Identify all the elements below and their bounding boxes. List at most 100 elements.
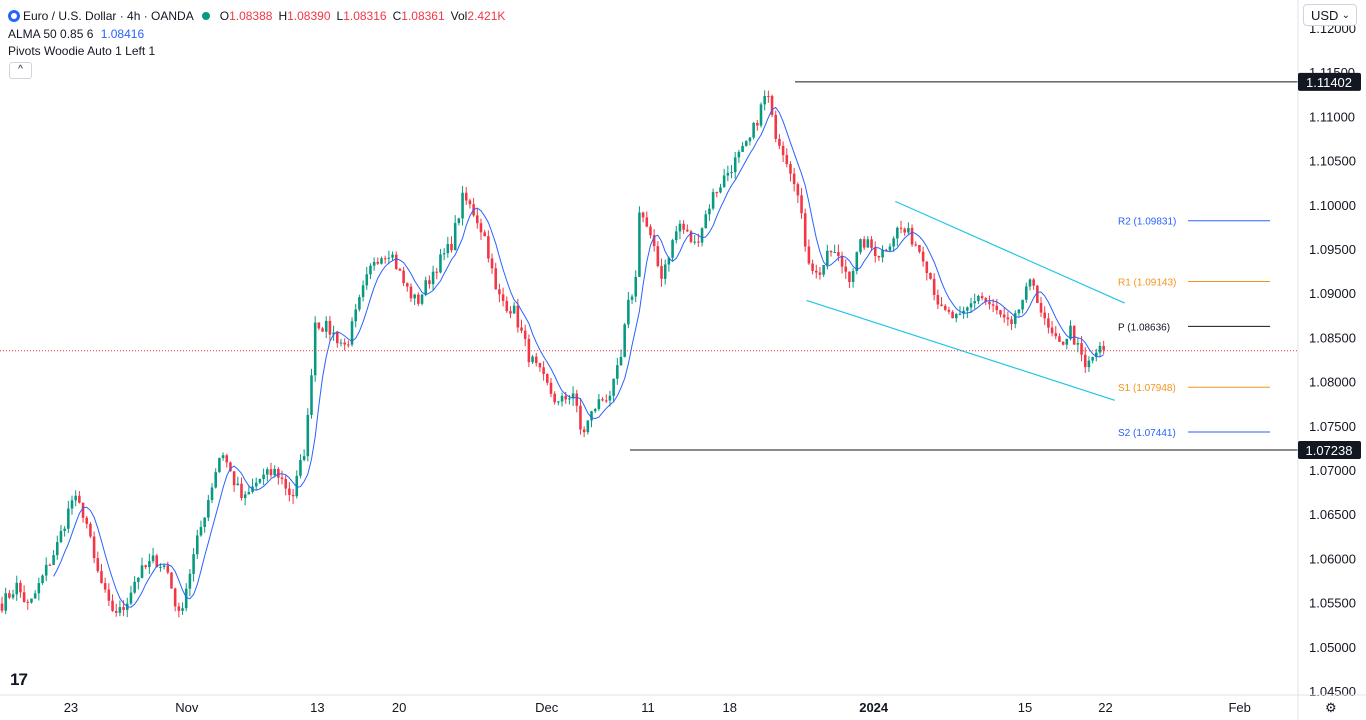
candle-body bbox=[693, 241, 696, 243]
candle-body bbox=[855, 252, 859, 272]
candle-body bbox=[645, 217, 649, 227]
candle-body bbox=[181, 608, 184, 611]
candle-body bbox=[940, 304, 943, 306]
candle-body bbox=[627, 299, 630, 325]
candle-body bbox=[306, 414, 310, 457]
time-tick-label: 11 bbox=[641, 700, 655, 715]
candle-body bbox=[947, 309, 951, 312]
candle-body bbox=[837, 252, 840, 256]
candle-body bbox=[313, 322, 317, 376]
candle-body bbox=[789, 164, 792, 174]
candle-body bbox=[980, 295, 984, 299]
candle-body bbox=[700, 228, 704, 243]
candle-body bbox=[81, 502, 85, 518]
candle-body bbox=[55, 542, 59, 556]
candle-body bbox=[781, 145, 785, 156]
candle-body bbox=[733, 157, 737, 173]
candle-body bbox=[479, 223, 483, 233]
candle-body bbox=[30, 598, 33, 603]
price-tick-label: 1.11000 bbox=[1309, 109, 1355, 124]
candle-body bbox=[1098, 345, 1102, 353]
candle-body bbox=[520, 327, 523, 331]
candle-body bbox=[951, 311, 954, 319]
candle-body bbox=[623, 324, 626, 357]
candle-body bbox=[310, 375, 313, 415]
candle-body bbox=[999, 310, 1002, 315]
candle-body bbox=[575, 393, 579, 406]
candle-body bbox=[332, 332, 335, 335]
alma-line bbox=[53, 106, 1104, 608]
candle-body bbox=[523, 330, 527, 339]
candle-body bbox=[387, 257, 391, 259]
candle-body bbox=[417, 294, 420, 304]
pivots-legend[interactable]: Pivots Woodie Auto 1 Left 1 bbox=[8, 43, 155, 59]
candle-body bbox=[111, 600, 114, 611]
candle-body bbox=[207, 500, 210, 518]
candle-body bbox=[428, 280, 431, 285]
candle-body bbox=[534, 356, 538, 364]
candle-body bbox=[943, 305, 947, 310]
candle-body bbox=[582, 429, 586, 433]
candle-body bbox=[1032, 279, 1035, 286]
market-open-icon bbox=[201, 12, 210, 20]
candle-body bbox=[89, 523, 92, 537]
candle-body bbox=[262, 474, 265, 479]
time-tick-label: Nov bbox=[175, 700, 199, 715]
candle-body bbox=[490, 258, 494, 269]
candle-body bbox=[509, 311, 512, 314]
candle-body bbox=[730, 172, 733, 174]
candle-body bbox=[464, 192, 468, 201]
currency-select[interactable]: USD ⌄ bbox=[1303, 4, 1357, 26]
candle-body bbox=[376, 261, 380, 264]
candle-body bbox=[678, 223, 682, 232]
candle-body bbox=[748, 137, 752, 142]
candle-body bbox=[770, 96, 774, 115]
time-tick-label: Dec bbox=[535, 700, 559, 715]
pivot-label-r2: R2 (1.09831) bbox=[1118, 217, 1176, 228]
candle-body bbox=[192, 554, 195, 574]
candle-body bbox=[85, 517, 89, 524]
candle-body bbox=[284, 479, 287, 489]
candle-body bbox=[420, 294, 424, 304]
candle-body bbox=[512, 305, 516, 314]
alma-legend[interactable]: ALMA 50 0.85 6 1.08416 bbox=[8, 26, 144, 42]
level-labels: 1.11402 1.07238 bbox=[1298, 72, 1361, 459]
candle-body bbox=[674, 231, 678, 241]
candle-body bbox=[1050, 327, 1054, 334]
candle-body bbox=[321, 328, 324, 332]
candle-body bbox=[394, 254, 398, 269]
tradingview-logo[interactable]: 17 bbox=[10, 670, 28, 689]
candle-body bbox=[365, 274, 369, 286]
candle-body bbox=[1010, 319, 1013, 324]
time-tick-label: 22 bbox=[1098, 700, 1112, 715]
candle-body bbox=[435, 271, 439, 273]
candle-body bbox=[380, 258, 383, 264]
alma-label: ALMA 50 0.85 6 bbox=[8, 27, 94, 41]
candle-body bbox=[280, 477, 284, 480]
candle-body bbox=[450, 243, 453, 251]
candle-body bbox=[840, 255, 844, 267]
price-tick-label: 1.04500 bbox=[1309, 684, 1356, 699]
candle-body bbox=[48, 564, 52, 566]
candle-body bbox=[402, 270, 405, 284]
price-tick-label: 1.07500 bbox=[1309, 419, 1356, 434]
candle-body bbox=[1091, 357, 1094, 361]
high-label: H bbox=[278, 9, 288, 23]
candle-body bbox=[1017, 309, 1021, 314]
close-label: C bbox=[392, 9, 402, 23]
candle-body bbox=[1039, 302, 1043, 313]
gear-icon[interactable]: ⚙ bbox=[1325, 700, 1337, 715]
candle-body bbox=[630, 296, 634, 300]
price-tick-label: 1.05500 bbox=[1309, 596, 1356, 611]
candle-body bbox=[1080, 343, 1083, 355]
candle-body bbox=[487, 236, 490, 259]
candle-body bbox=[752, 122, 755, 138]
candle-body bbox=[973, 301, 976, 304]
collapse-legend-button[interactable]: ^ bbox=[9, 62, 32, 79]
time-axis: 23 Nov 13 20 Dec 11 18 2024 15 22 Feb bbox=[0, 694, 1366, 715]
candle-body bbox=[92, 536, 96, 559]
candle-body bbox=[579, 405, 582, 430]
candle-body bbox=[756, 122, 759, 126]
time-tick-label: 13 bbox=[310, 700, 324, 715]
